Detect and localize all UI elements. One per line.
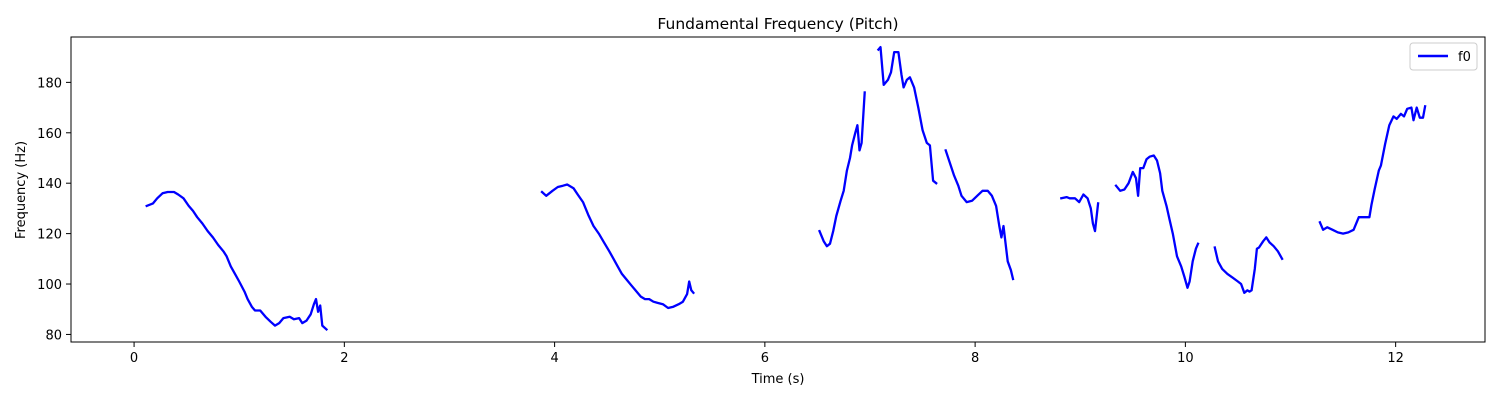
series-line-segment [1318,104,1427,235]
x-tick-label: 0 [130,351,138,366]
x-tick-label: 12 [1387,351,1404,366]
y-tick-label: 140 [37,177,62,192]
chart-title: Fundamental Frequency (Pitch) [657,15,898,33]
series-line-segment [876,45,938,185]
y-tick-label: 100 [37,278,62,293]
plot-frame [70,36,1486,343]
plot-area [70,36,1486,343]
series-line-segment [817,91,866,248]
y-tick-label: 120 [37,228,62,243]
y-tick-label: 80 [45,328,62,343]
series-line-segment [944,148,1015,281]
series-line-segment [1114,154,1200,289]
x-tick-label: 10 [1177,351,1194,366]
series-lines [145,45,1427,332]
y-axis-ticks: 80 100 120 140 160 180 [37,76,71,343]
x-axis-label: Time (s) [751,372,805,387]
x-tick-label: 8 [971,351,979,366]
series-line-segment [1059,193,1100,233]
series-line-segment [1213,236,1284,294]
y-tick-label: 160 [37,127,62,142]
x-tick-label: 6 [761,351,769,366]
y-axis-label: Frequency (Hz) [14,141,29,239]
legend-label-f0: f0 [1458,50,1471,65]
series-line-segment [145,190,329,332]
x-tick-label: 2 [340,351,348,366]
x-axis-ticks: 0 2 4 6 8 10 12 [130,342,1404,366]
y-tick-label: 180 [37,76,62,91]
x-tick-label: 4 [550,351,558,366]
series-line-segment [540,183,696,310]
legend: f0 [1409,42,1478,71]
